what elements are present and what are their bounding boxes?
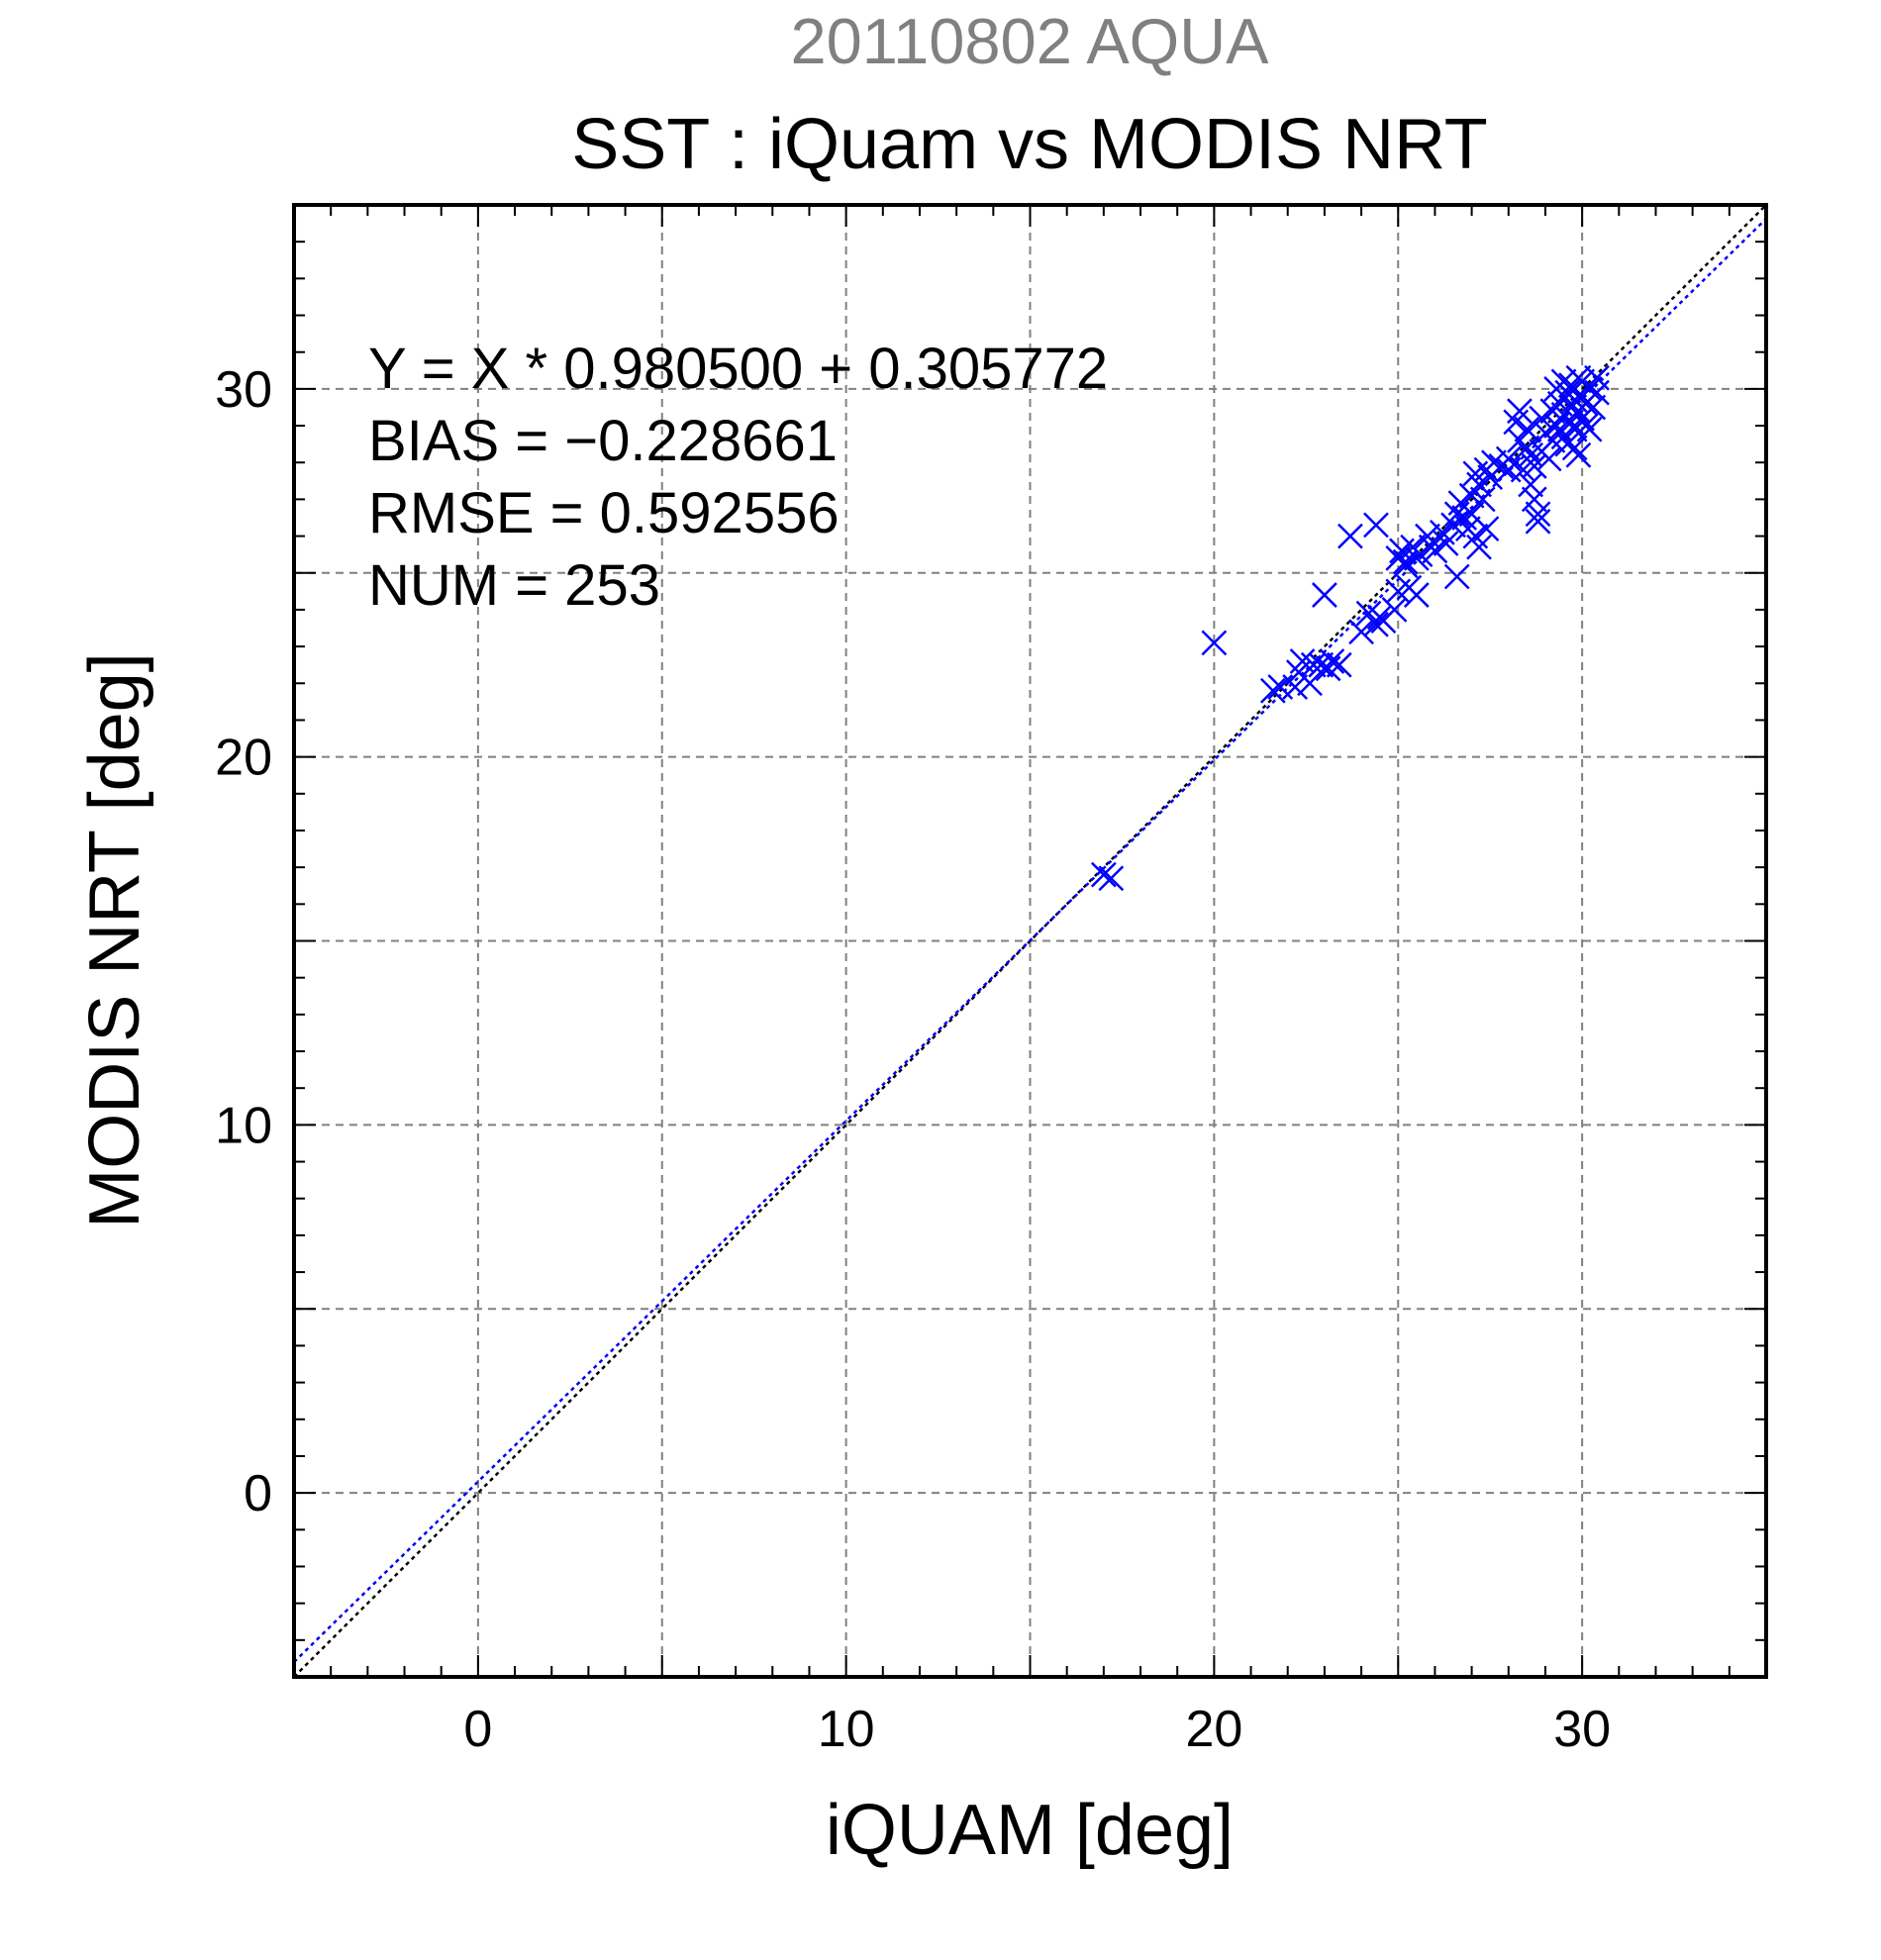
data-point	[1363, 512, 1389, 539]
x-tick-label: 20	[1185, 1701, 1242, 1758]
data-point	[1403, 582, 1430, 608]
data-point	[1495, 445, 1522, 472]
x-tick-label: 30	[1553, 1701, 1611, 1758]
data-point	[1565, 441, 1592, 468]
data-point	[1507, 398, 1533, 425]
plot-frame	[292, 203, 1768, 1679]
data-point	[1098, 865, 1125, 892]
y-tick-label: 30	[215, 361, 272, 419]
data-point	[1561, 435, 1588, 461]
y-axis-label: MODIS NRT [deg]	[75, 652, 154, 1228]
stats-num: NUM = 253	[368, 553, 660, 618]
x-tick-label: 0	[463, 1701, 492, 1758]
data-point	[1514, 435, 1540, 461]
y-tick-label: 0	[244, 1465, 272, 1522]
data-point	[1090, 861, 1117, 888]
data-point	[1326, 651, 1352, 678]
data-point	[1521, 453, 1547, 479]
data-point	[1525, 501, 1551, 528]
tick-labels: 0 10 20 30 0 10 20 30	[215, 361, 1611, 1758]
data-point	[1443, 563, 1470, 590]
data-point	[1525, 508, 1551, 535]
data-point	[1392, 552, 1419, 579]
data-point	[1473, 516, 1500, 542]
data-point	[1312, 582, 1337, 608]
x-axis-label: iQUAM [deg]	[826, 1791, 1234, 1870]
data-point	[1282, 674, 1309, 700]
chart-suptitle: 20110802 AQUA	[790, 5, 1269, 77]
data-point	[1259, 677, 1286, 704]
data-point	[1529, 405, 1555, 432]
data-point	[1422, 538, 1448, 564]
y-tick-label: 10	[215, 1097, 272, 1154]
data-point	[1576, 416, 1603, 442]
data-point	[1319, 648, 1345, 674]
data-point	[1481, 449, 1507, 476]
data-point	[1466, 471, 1492, 498]
data-point	[1407, 541, 1434, 568]
regression-line	[294, 218, 1766, 1663]
data-point	[1514, 416, 1540, 442]
data-point	[1469, 486, 1496, 513]
data-points	[1090, 364, 1610, 892]
x-tick-label: 10	[818, 1701, 875, 1758]
data-point	[1521, 486, 1547, 513]
stats-annotation: Y = X * 0.980500 + 0.305772 BIAS = −0.22…	[368, 337, 1108, 618]
data-point	[1337, 523, 1363, 549]
stats-rmse: RMSE = 0.592556	[368, 481, 840, 545]
data-point	[1584, 379, 1610, 406]
data-point	[1466, 534, 1492, 560]
data-point	[1201, 630, 1228, 656]
stats-equation: Y = X * 0.980500 + 0.305772	[368, 337, 1108, 401]
data-point	[1363, 611, 1389, 637]
reference-lines	[294, 205, 1766, 1677]
y-tick-label: 20	[215, 730, 272, 787]
chart-title: SST : iQuam vs MODIS NRT	[571, 105, 1488, 184]
data-point	[1348, 619, 1374, 645]
data-point	[1433, 531, 1459, 556]
stats-bias: BIAS = −0.228661	[368, 409, 838, 473]
data-point	[1580, 394, 1607, 421]
